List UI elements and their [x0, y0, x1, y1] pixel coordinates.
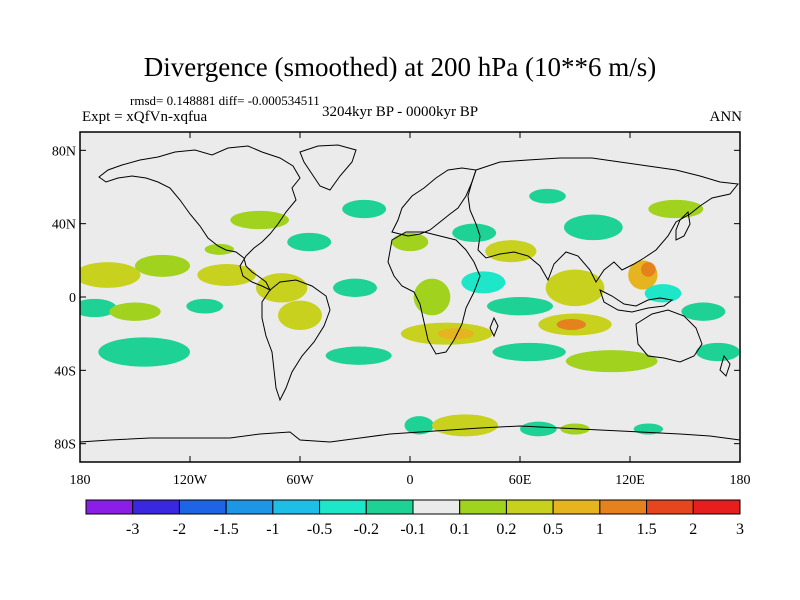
colorbar-swatch — [365, 499, 414, 515]
field-blob-pos_low — [648, 199, 704, 219]
field-blob-neg_low — [80, 298, 117, 318]
divergence-field — [80, 188, 740, 437]
colorbar-swatch — [552, 499, 601, 515]
coastline-north-america — [98, 145, 301, 292]
colorbar: -3 -2 -1.5 -1 -0.5 -0.2 -0.1 0.1 0.2 0.5 1 1.5 2 3 — [85, 499, 744, 538]
coastline-asia — [467, 157, 739, 283]
field-blob-neg_low — [342, 199, 387, 219]
colorbar-label: 1 — [596, 521, 604, 538]
stats-line: rmsd= 0.148881 diff= -0.000534511 — [130, 93, 320, 108]
coastline-antarctica — [80, 425, 740, 443]
field-blob-pos_vhigh — [556, 319, 586, 330]
field-blob-neg_low — [325, 346, 392, 365]
coastline-south-america — [261, 279, 331, 402]
colorbar-swatch — [412, 499, 461, 515]
colorbar-swatch — [599, 499, 648, 515]
field-blob-neg_low — [492, 342, 566, 362]
field-blob-pos_high — [437, 328, 475, 340]
map-title: Divergence (smoothed) at 200 hPa (10**6 … — [143, 52, 657, 82]
lon-tick-label: 60W — [286, 473, 314, 488]
colorbar-label: -1.5 — [213, 521, 238, 538]
colorbar-swatch — [459, 499, 507, 515]
field-blob-neg_mid — [461, 271, 506, 294]
lon-tick-label: 180 — [730, 473, 751, 488]
field-blob-pos_mid — [545, 269, 605, 307]
lon-tick-label: 0 — [407, 473, 414, 488]
lat-tick-label: 40S — [54, 364, 76, 379]
colorbar-swatch — [272, 499, 321, 515]
field-blob-neg_low — [520, 421, 557, 437]
field-blob-neg_low — [452, 223, 497, 242]
lat-tick-label: 0 — [69, 291, 76, 306]
field-blob-neg_low — [681, 302, 726, 321]
coastline-australia — [635, 309, 703, 363]
field-blob-neg_low — [696, 342, 740, 362]
field-blob-neg_low — [287, 232, 332, 252]
colorbar-swatch — [225, 499, 274, 515]
colorbar-label: -3 — [126, 521, 139, 538]
colorbar-label: -1 — [266, 521, 279, 538]
field-blob-pos_mid — [80, 262, 141, 288]
season-label: ANN — [709, 109, 743, 125]
field-blob-pos_low — [135, 254, 190, 277]
colorbar-label: -2 — [173, 521, 186, 538]
field-blob-pos_low — [565, 350, 658, 373]
lon-tick-label: 120E — [615, 473, 645, 488]
colorbar-label: -0.5 — [307, 521, 332, 538]
field-blob-pos_mid — [485, 240, 537, 263]
field-blob-neg_low — [487, 297, 553, 316]
longitude-axis: 180 120W 60W 0 60E 120E 180 — [70, 132, 751, 488]
field-blob-pos_vhigh — [641, 262, 656, 277]
period-label: 3204kyr BP - 0000kyr BP — [322, 104, 479, 120]
field-blob-pos_low — [230, 210, 289, 230]
latitude-axis: 80N 40N 0 40S 80S — [52, 144, 740, 453]
colorbar-label: -0.1 — [400, 521, 425, 538]
field-blob-pos_low — [391, 232, 429, 252]
colorbar-swatch — [178, 499, 227, 515]
experiment-label: Expt = xQfVn-xqfua — [82, 109, 208, 125]
colorbar-label: 0.5 — [543, 521, 563, 538]
field-blob-pos_mid — [278, 300, 322, 331]
coastlines — [80, 144, 740, 443]
lat-tick-label: 80N — [52, 144, 76, 159]
colorbar-swatch — [319, 499, 367, 515]
colorbar-label: 1.5 — [637, 521, 657, 538]
field-blob-pos_low — [413, 278, 451, 316]
colorbar-label: 3 — [736, 521, 744, 538]
coastline-indonesia — [599, 289, 674, 313]
colorbar-label: 0.1 — [450, 521, 470, 538]
colorbar-swatch — [692, 499, 741, 515]
colorbar-label: -0.2 — [354, 521, 379, 538]
colorbar-swatch — [85, 499, 134, 515]
field-blob-neg_low — [404, 416, 434, 435]
colorbar-swatch — [505, 499, 554, 515]
field-blob-neg_mid — [644, 284, 682, 303]
coastline-greenland — [299, 144, 357, 191]
coastline-new-zealand — [719, 354, 731, 377]
lat-tick-label: 40N — [52, 218, 76, 233]
coastline-madagascar — [489, 316, 499, 338]
field-blob-neg_low — [564, 214, 623, 241]
field-blob-neg_low — [333, 278, 377, 298]
field-blob-pos_mid — [432, 414, 498, 437]
field-blob-pos_low — [204, 243, 234, 255]
lon-tick-label: 180 — [70, 473, 91, 488]
field-blob-neg_low — [98, 337, 190, 367]
field-blob-neg_low — [186, 298, 224, 314]
field-blob-pos_low — [109, 302, 161, 321]
field-blob-pos_mid — [255, 273, 308, 303]
lon-tick-label: 60E — [509, 473, 532, 488]
lat-tick-label: 80S — [54, 438, 76, 453]
colorbar-label: 2 — [689, 521, 697, 538]
coastline-africa — [387, 231, 481, 355]
colorbar-swatch — [132, 499, 180, 515]
colorbar-label: 0.2 — [496, 521, 516, 538]
colorbar-swatch — [646, 499, 694, 515]
coastline-japan — [675, 210, 691, 241]
lon-tick-label: 120W — [173, 473, 208, 488]
plot-background — [80, 132, 740, 462]
field-blob-neg_low — [529, 188, 566, 204]
